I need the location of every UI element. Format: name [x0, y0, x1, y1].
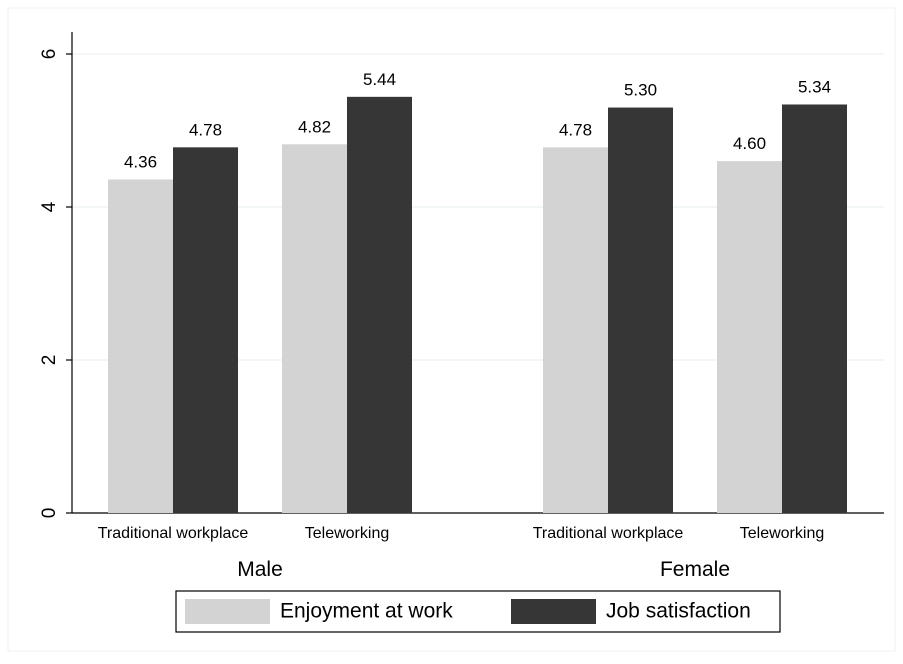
- bar-value-label: 5.30: [624, 81, 657, 100]
- category-label: Traditional workplace: [533, 525, 684, 542]
- y-tick-label-0: 0: [39, 508, 60, 519]
- bar-value-label: 4.60: [733, 134, 766, 153]
- value-labels: 4.36 4.78 4.82 5.44 4.78 5.30 4.60 5.34: [124, 70, 831, 172]
- y-tick-label-3: 6: [39, 49, 60, 60]
- y-tick-label-2: 4: [39, 201, 60, 212]
- legend-label-1: Job satisfaction: [606, 600, 751, 623]
- legend: Enjoyment at work Job satisfaction: [175, 590, 781, 633]
- bar-male-0-0: [108, 179, 173, 513]
- bar-male-0-1: [173, 147, 238, 513]
- outer-frame: [7, 7, 896, 652]
- bar-value-label: 4.36: [124, 152, 157, 171]
- legend-label-0: Enjoyment at work: [280, 600, 453, 623]
- bar-female-1-0: [717, 161, 782, 513]
- x-axis-labels: Traditional workplace Teleworking Male Trad…: [98, 525, 825, 581]
- bar-female-1-1: [782, 104, 847, 514]
- group-label-male: Male: [237, 558, 283, 581]
- bar-male-1-0: [282, 144, 347, 513]
- bar-female-0-0: [543, 147, 608, 513]
- bar-value-label: 4.78: [189, 120, 222, 139]
- bar-male-1-1: [347, 96, 412, 513]
- category-label: Teleworking: [740, 525, 824, 542]
- bar-value-label: 5.34: [798, 77, 831, 96]
- bar-value-label: 4.78: [559, 120, 592, 139]
- bar-female-0-1: [608, 107, 673, 514]
- bar-value-label: 4.82: [298, 117, 331, 136]
- category-label: Traditional workplace: [98, 525, 249, 542]
- legend-box: [175, 590, 781, 633]
- category-label: Teleworking: [305, 525, 389, 542]
- legend-swatch-1: [511, 599, 596, 624]
- bar-value-label: 5.44: [363, 70, 396, 89]
- group-label-female: Female: [660, 558, 730, 581]
- legend-swatch-0: [185, 599, 270, 624]
- bars: [108, 96, 847, 514]
- y-tick-label-1: 2: [39, 355, 60, 366]
